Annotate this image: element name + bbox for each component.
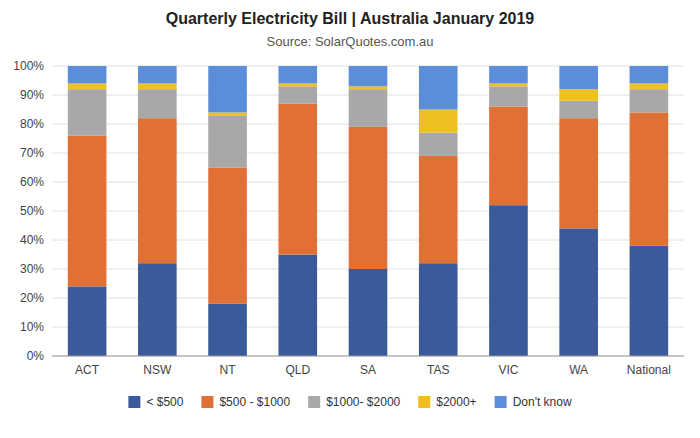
title: Quarterly Electricity Bill | Australia J…: [166, 10, 535, 27]
legend-item: < $500: [128, 395, 183, 409]
bar-segment: [68, 286, 107, 356]
bar-segment: [489, 66, 528, 83]
bar-segment: [138, 89, 177, 118]
subtitle: Source: SolarQuotes.com.au: [267, 34, 434, 49]
legend-label: < $500: [146, 395, 183, 409]
bar-segment: [419, 156, 458, 263]
bar-segment: [630, 66, 669, 83]
bar-segment: [630, 246, 669, 356]
bar-segment: [489, 107, 528, 206]
legend: < $500 $500 - $1000 $1000- $2000 $2000+ Don'…: [128, 395, 572, 409]
y-tick-label: 20%: [20, 291, 44, 305]
y-tick-label: 100%: [13, 59, 44, 73]
y-tick-label: 80%: [20, 117, 44, 131]
bar-segment: [559, 89, 598, 101]
x-tick-label: SA: [360, 363, 376, 377]
bar-segment: [138, 263, 177, 356]
bar-segment: [208, 168, 247, 304]
legend-swatch: [308, 396, 320, 408]
y-tick-label: 10%: [20, 320, 44, 334]
bar-segment: [349, 269, 388, 356]
x-tick-label: QLD: [285, 363, 310, 377]
bar-segment: [419, 263, 458, 356]
y-axis: 0% 10% 20% 30% 40% 50% 60% 70% 80% 90% 100%: [13, 59, 684, 363]
legend-label: $2000+: [436, 395, 476, 409]
legend-label: $1000- $2000: [326, 395, 400, 409]
y-tick-label: 60%: [20, 175, 44, 189]
legend-swatch: [418, 396, 430, 408]
grid-line: [52, 356, 684, 357]
legend-swatch: [128, 396, 140, 408]
bar-segment: [419, 66, 458, 110]
bar-segment: [138, 66, 177, 83]
bars: [68, 66, 668, 356]
bar-segment: [349, 86, 388, 89]
y-tick-label: 0%: [27, 349, 45, 363]
x-tick-label: WA: [569, 363, 588, 377]
x-axis: ACT NSW NT QLD SA TAS VIC WA National: [75, 363, 671, 377]
bar-segment: [489, 83, 528, 86]
bar-segment: [138, 118, 177, 263]
legend-item: $1000- $2000: [308, 395, 400, 409]
legend-swatch: [201, 396, 213, 408]
x-tick-label: TAS: [427, 363, 449, 377]
bar-segment: [559, 228, 598, 356]
y-tick-label: 70%: [20, 146, 44, 160]
bar-segment: [559, 118, 598, 228]
x-tick-label: NSW: [143, 363, 172, 377]
bar-segment: [489, 86, 528, 106]
bar-segment: [630, 112, 669, 245]
bar-segment: [278, 83, 317, 86]
legend-label: $500 - $1000: [219, 395, 290, 409]
bar-segment: [138, 83, 177, 89]
bar-segment: [419, 110, 458, 133]
bar-segment: [208, 115, 247, 167]
bar-segment: [68, 136, 107, 287]
x-axis-line: [52, 356, 684, 357]
bar-segment: [208, 304, 247, 356]
bar-segment: [419, 133, 458, 156]
x-tick-label: VIC: [498, 363, 518, 377]
bar-segment: [278, 86, 317, 103]
y-tick-label: 40%: [20, 233, 44, 247]
bar-segment: [208, 66, 247, 112]
bar-segment: [278, 104, 317, 255]
bar-segment: [278, 66, 317, 83]
y-tick-label: 30%: [20, 262, 44, 276]
bar-segment: [489, 205, 528, 356]
bar-segment: [630, 89, 669, 112]
legend-item: $2000+: [418, 395, 476, 409]
legend-swatch: [495, 396, 507, 408]
bar-segment: [349, 66, 388, 86]
x-tick-label: ACT: [75, 363, 100, 377]
bar-segment: [68, 89, 107, 135]
bar-segment: [559, 66, 598, 89]
bar-segment: [349, 127, 388, 269]
x-tick-label: NT: [220, 363, 237, 377]
y-tick-label: 50%: [20, 204, 44, 218]
bar-segment: [559, 101, 598, 118]
bar-segment: [208, 112, 247, 115]
x-tick-label: National: [627, 363, 671, 377]
bar-segment: [68, 83, 107, 89]
bar-segment: [630, 83, 669, 89]
legend-label: Don't know: [513, 395, 572, 409]
bar-segment: [349, 89, 388, 127]
background: [0, 0, 700, 438]
bar-segment: [278, 255, 317, 357]
y-tick-label: 90%: [20, 88, 44, 102]
legend-item: $500 - $1000: [201, 395, 290, 409]
bar-segment: [68, 66, 107, 83]
legend-item: Don't know: [495, 395, 572, 409]
chart: Quarterly Electricity Bill | Australia J…: [0, 0, 700, 438]
